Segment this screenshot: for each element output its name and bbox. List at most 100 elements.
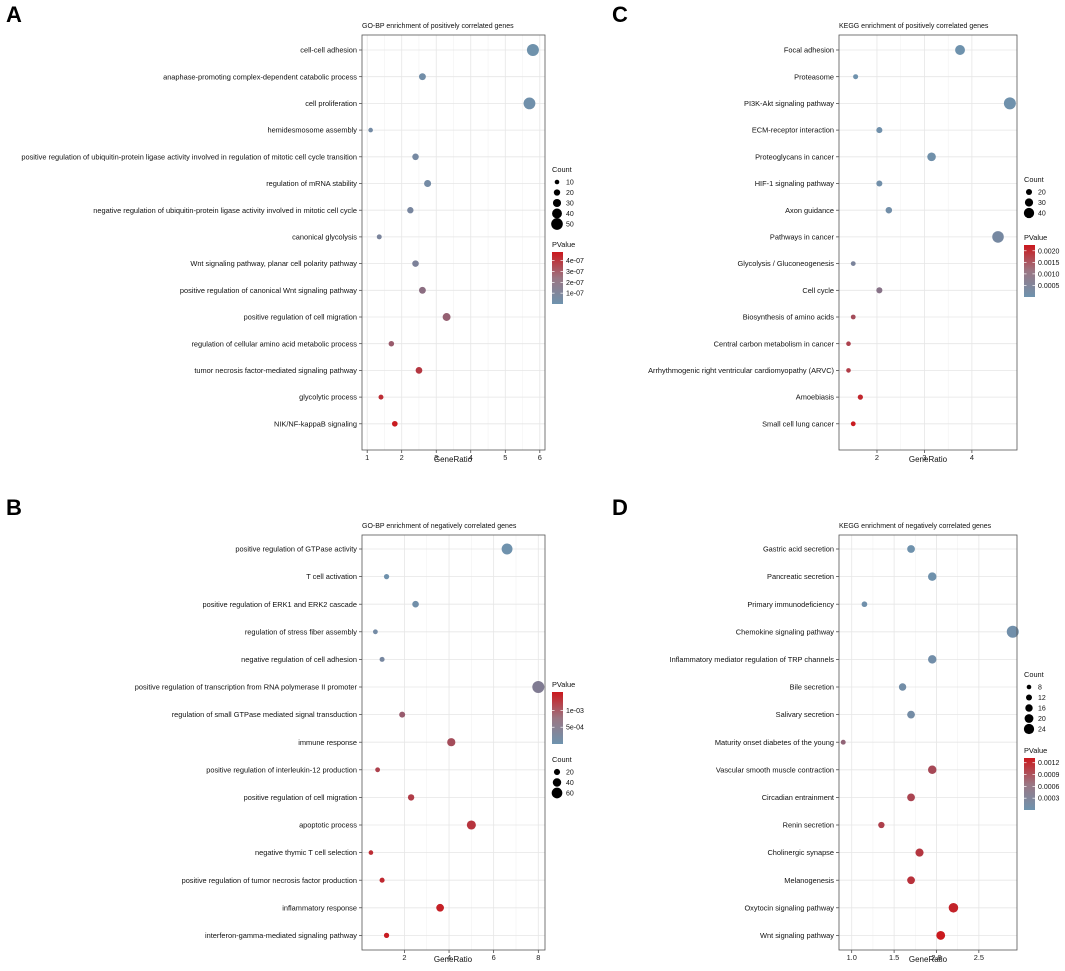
y-tick-label: negative thymic T cell selection [255, 848, 357, 857]
y-tick-label: Proteasome [794, 72, 834, 81]
x-tick-label: 3 [434, 453, 438, 462]
size-legend-label: 10 [566, 180, 574, 187]
data-point [372, 629, 378, 635]
data-point [907, 793, 915, 802]
size-legend-title: Count [552, 165, 572, 174]
x-tick-label: 2 [402, 953, 406, 962]
data-point [948, 903, 959, 913]
color-legend-title: PValue [552, 240, 575, 249]
data-point [928, 765, 937, 775]
data-point [501, 543, 513, 555]
x-tick-label: 2.0 [931, 953, 941, 962]
panel-letter-a: A [6, 2, 22, 27]
y-tick-label: negative regulation of ubiquitin-protein… [93, 206, 357, 215]
data-point [846, 368, 851, 373]
data-point [526, 44, 539, 56]
y-axis-labels: Gastric acid secretion Pancreatic secreti… [670, 545, 839, 940]
chart-title: KEGG enrichment of positively correlated… [839, 23, 989, 30]
x-tick-label: 4 [469, 453, 473, 462]
y-tick-label: positive regulation of interleukin-12 pr… [206, 765, 357, 774]
y-tick-label: Axon guidance [785, 206, 834, 215]
color-legend-bar [1024, 758, 1035, 810]
y-axis-labels: Focal adhesion Proteasome PI3K-Akt signali… [648, 46, 839, 428]
y-tick-label: Salivary secretion [776, 710, 834, 719]
size-legend-label: 30 [566, 201, 574, 208]
data-point [898, 683, 907, 691]
x-axis-ticks: 2 3 4 [875, 450, 974, 462]
data-point [383, 932, 390, 939]
x-tick-label: 3 [922, 453, 926, 462]
data-point [853, 74, 859, 80]
size-legend-key [554, 179, 560, 185]
color-legend-label: 1e-07 [566, 291, 584, 298]
color-legend-label: 0.0015 [1038, 260, 1060, 267]
size-legend-label: 50 [566, 222, 574, 229]
y-tick-label: positive regulation of cell migration [244, 793, 357, 802]
y-tick-label: negative regulation of cell adhesion [241, 655, 357, 664]
data-point [876, 127, 883, 134]
data-point [466, 820, 476, 830]
data-points [840, 545, 1019, 940]
data-point [840, 739, 846, 745]
y-tick-label: canonical glycolysis [292, 233, 357, 242]
size-legend-title: Count [1024, 175, 1044, 184]
panel-a: A GO-BP enrichment of positively correla… [6, 2, 584, 464]
data-point [368, 850, 374, 855]
legend: Count 10 20 30 40 50 PValue 1e-07 2e-07 3e-07 4e-0… [551, 165, 584, 304]
data-point [928, 655, 937, 664]
data-points [368, 44, 539, 427]
size-legend-label: 20 [1038, 190, 1046, 197]
y-tick-label: T cell activation [306, 572, 357, 581]
y-tick-label: HIF-1 signaling pathway [755, 179, 835, 188]
data-points [846, 45, 1016, 427]
size-legend-label: 20 [566, 190, 574, 197]
y-tick-label: Inflammatory mediator regulation of TRP … [670, 655, 835, 664]
data-point [915, 848, 924, 857]
y-tick-label: positive regulation of transcription fro… [135, 683, 358, 692]
color-legend-title: PValue [552, 680, 575, 689]
data-point [436, 903, 444, 912]
y-tick-label: positive regulation of GTPase activity [235, 545, 357, 554]
size-legend-label: 16 [1038, 706, 1046, 713]
y-tick-label: Circadian entrainment [762, 793, 834, 802]
data-point [391, 420, 398, 427]
data-point [412, 153, 419, 161]
size-legend-title: Count [1024, 670, 1044, 679]
color-legend-label: 0.0010 [1038, 271, 1060, 278]
size-legend-label: 40 [566, 780, 574, 787]
data-point [412, 260, 419, 267]
data-point [418, 73, 426, 81]
data-point [907, 710, 915, 719]
y-tick-label: positive regulation of canonical Wnt sig… [180, 286, 357, 295]
data-point [407, 794, 415, 801]
data-point [876, 180, 883, 187]
y-tick-label: Primary immunodeficiency [747, 600, 834, 609]
x-tick-label: 6 [538, 453, 542, 462]
chart-title: GO-BP enrichment of negatively correlate… [362, 523, 517, 530]
y-tick-label: positive regulation of ubiquitin-protein… [21, 152, 357, 161]
y-tick-label: Bile secretion [790, 683, 834, 692]
y-tick-label: Wnt signaling pathway [760, 931, 834, 940]
color-legend-title: PValue [1024, 746, 1047, 755]
color-legend-label: 0.0003 [1038, 796, 1060, 803]
data-point [399, 711, 406, 718]
data-point [378, 394, 384, 400]
data-point [857, 394, 863, 400]
size-legend-key [552, 198, 562, 208]
size-legend-key [551, 218, 563, 230]
x-tick-label: 4 [970, 453, 974, 462]
data-point [850, 261, 856, 267]
size-legend-label: 30 [1038, 200, 1046, 207]
gridlines [839, 535, 1017, 950]
y-tick-label: Pancreatic secretion [767, 572, 834, 581]
x-tick-label: 2.5 [974, 953, 984, 962]
size-legend-key [1024, 714, 1034, 723]
y-tick-label: positive regulation of ERK1 and ERK2 cas… [203, 600, 357, 609]
y-tick-label: PI3K-Akt signaling pathway [744, 99, 834, 108]
gridlines [839, 35, 1017, 450]
plot-frame [838, 534, 1018, 951]
data-point [936, 930, 946, 940]
y-tick-label: inflammatory response [282, 903, 357, 912]
x-axis-ticks: 1.0 1.5 2.0 2.5 [847, 950, 984, 962]
y-tick-label: Gastric acid secretion [763, 545, 834, 554]
